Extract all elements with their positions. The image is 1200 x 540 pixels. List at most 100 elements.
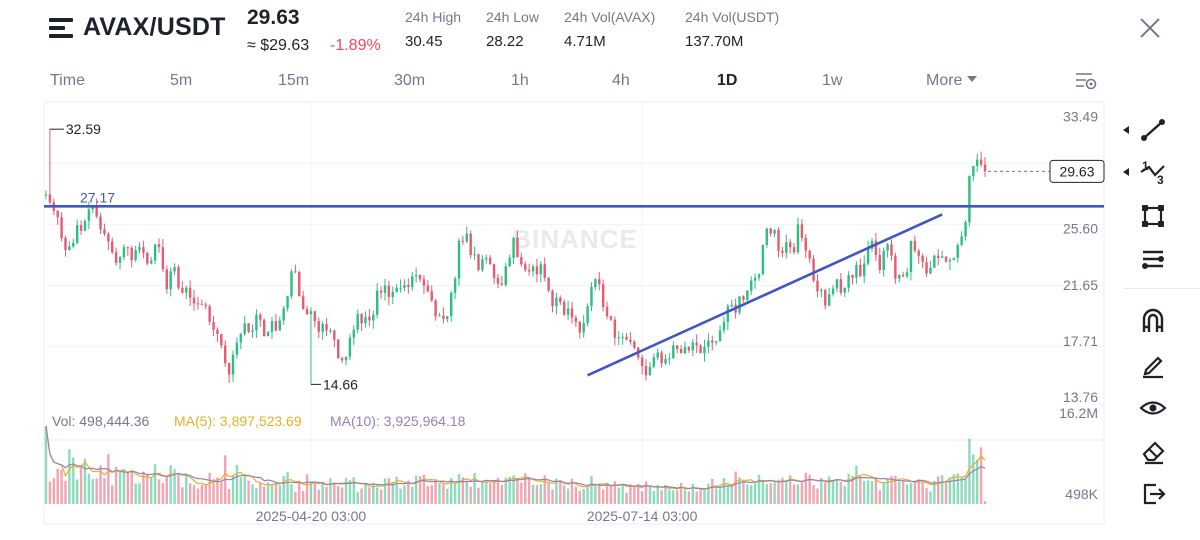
tab-1d[interactable]: 1D — [717, 72, 738, 89]
tab-4h[interactable]: 4h — [612, 72, 630, 89]
tab-more[interactable]: More — [926, 72, 978, 90]
volume-ma10-label: MA(10): 3,925,964.18 — [330, 413, 466, 429]
volume-bar — [948, 477, 952, 504]
volume-bar — [812, 485, 815, 504]
resistance-label: 27.17 — [80, 189, 115, 205]
volume-bar — [477, 487, 480, 504]
stat-label: 24h Vol(AVAX) — [564, 9, 656, 25]
candle-body — [730, 304, 733, 307]
volume-bar — [142, 471, 145, 504]
tab-30m[interactable]: 30m — [394, 72, 426, 89]
tab-1w[interactable]: 1w — [822, 72, 843, 89]
volume-bar — [905, 484, 909, 504]
candle-body — [270, 321, 274, 332]
candle-body — [500, 283, 504, 285]
candle-body — [586, 306, 589, 324]
candle-body — [224, 345, 227, 364]
volume-bar — [290, 484, 293, 504]
candle-body — [668, 358, 671, 360]
volume-bar — [161, 482, 165, 504]
candle-body — [785, 242, 788, 253]
trend-line-tool[interactable] — [1123, 114, 1170, 146]
candle-body — [675, 345, 679, 349]
y-axis-label: 25.60 — [1063, 221, 1098, 237]
volume-bar — [364, 483, 367, 504]
fib-tool[interactable]: 1 3 — [1123, 156, 1170, 188]
candle-body — [329, 330, 332, 332]
visibility-tool[interactable] — [1136, 392, 1170, 424]
candle-body — [711, 340, 714, 343]
rectangle-tool[interactable] — [1136, 200, 1170, 232]
tab-5m[interactable]: 5m — [170, 72, 193, 89]
volume-bar — [555, 478, 558, 504]
volume-bar — [414, 475, 418, 504]
header: AVAX/USDT 29.63 ≈ $29.63 -1.89% 24h High… — [0, 0, 1200, 62]
volume-bar — [399, 488, 402, 504]
volume-bar — [356, 492, 359, 504]
candle-body — [122, 247, 126, 258]
close-icon[interactable] — [1137, 15, 1163, 41]
volume-bar — [539, 484, 543, 504]
volume-bar — [605, 483, 609, 504]
volume-bar — [788, 475, 792, 504]
menu-icon[interactable] — [49, 18, 73, 38]
volume-bar — [933, 480, 936, 504]
volume-bar — [375, 487, 379, 504]
volume-bar — [644, 481, 648, 504]
candle-body — [761, 245, 765, 275]
candle-body — [937, 255, 940, 258]
candle-body — [298, 272, 301, 297]
volume-bar — [48, 481, 52, 504]
candle-body — [691, 342, 694, 351]
caret-left-icon — [1123, 126, 1129, 134]
volume-bar — [337, 485, 340, 504]
candle-body — [629, 339, 632, 342]
volume-bar — [524, 473, 527, 504]
candle-body — [835, 279, 839, 289]
candle-body — [317, 321, 320, 332]
candle-body — [239, 333, 243, 343]
volume-bar — [726, 484, 730, 504]
volume-bar — [863, 480, 866, 504]
candle-body — [598, 279, 601, 285]
volume-bar — [220, 481, 223, 504]
candle-body — [126, 247, 130, 249]
candle-body — [578, 321, 581, 333]
volume-bar — [504, 477, 507, 504]
volume-bar — [691, 483, 694, 504]
pair-title[interactable]: AVAX/USDT — [83, 13, 226, 41]
candle-body — [777, 230, 780, 251]
magnet-tool[interactable] — [1136, 304, 1170, 336]
candle-body — [605, 306, 609, 317]
volume-bar — [391, 482, 394, 504]
volume-bar — [103, 478, 106, 504]
volume-bar — [247, 480, 250, 504]
candle-body — [177, 267, 180, 288]
exit-drawing-tool[interactable] — [1136, 478, 1170, 510]
tab-15m[interactable]: 15m — [278, 72, 310, 89]
candle-body — [235, 342, 239, 355]
candle-body — [870, 240, 874, 249]
eraser-tool[interactable] — [1136, 435, 1170, 467]
volume-label: Vol: 498,444.36 — [52, 413, 150, 429]
candle-body — [882, 250, 885, 270]
timeframe-tabs: Time 5m 15m 30m 1h 4h 1D 1w More — [0, 68, 1110, 98]
tab-more-label: More — [926, 72, 963, 89]
tab-time[interactable]: Time — [50, 72, 85, 89]
volume-bar — [457, 474, 461, 504]
tab-1h[interactable]: 1h — [511, 72, 529, 89]
candle-body — [325, 324, 328, 331]
candle-body — [173, 267, 176, 272]
chart-settings-icon[interactable] — [1074, 70, 1098, 92]
candle-body — [894, 255, 897, 279]
candle-body — [251, 330, 254, 332]
candle-body — [570, 308, 574, 318]
pencil-tool[interactable] — [1136, 348, 1170, 380]
candle-body — [863, 263, 866, 277]
volume-bar — [952, 474, 956, 504]
volume-bar — [769, 483, 772, 504]
candle-body — [79, 225, 83, 231]
channel-tool[interactable] — [1136, 243, 1170, 275]
candle-body — [461, 240, 465, 242]
